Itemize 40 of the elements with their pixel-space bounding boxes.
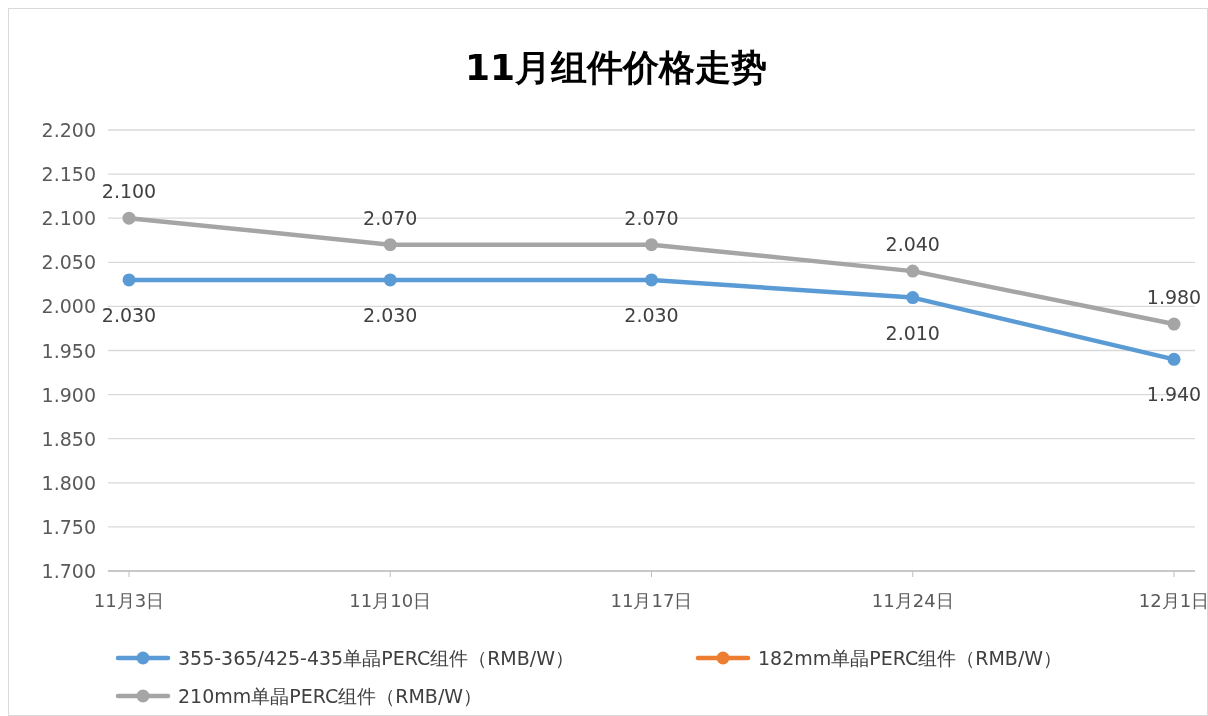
legend-label: 355-365/425-435单晶PERC组件（RMB/W） bbox=[178, 647, 574, 669]
x-tick-label: 12月1日 bbox=[1138, 590, 1208, 611]
point bbox=[383, 273, 397, 287]
point bbox=[906, 264, 920, 278]
legend-label: 182mm单晶PERC组件（RMB/W） bbox=[758, 647, 1063, 669]
data-label: 2.070 bbox=[363, 206, 418, 229]
y-tick-label: 1.750 bbox=[41, 515, 96, 538]
data-label: 2.040 bbox=[885, 233, 940, 256]
y-tick-label: 1.950 bbox=[41, 339, 96, 362]
point bbox=[906, 291, 920, 305]
data-label: 1.980 bbox=[1146, 286, 1202, 309]
y-tick-label: 2.200 bbox=[41, 119, 96, 141]
y-tick-label: 2.000 bbox=[41, 295, 96, 318]
point bbox=[645, 238, 658, 252]
x-tick-label: 11月3日 bbox=[93, 590, 165, 611]
point bbox=[122, 211, 136, 225]
y-tick-label: 1.900 bbox=[41, 383, 96, 406]
point bbox=[645, 273, 658, 287]
y-tick-label: 1.850 bbox=[41, 427, 96, 450]
y-tick-label: 2.050 bbox=[41, 251, 96, 274]
data-label: 2.070 bbox=[624, 206, 679, 229]
y-tick-label: 1.800 bbox=[41, 471, 96, 494]
x-tick-label: 11月24日 bbox=[871, 590, 954, 611]
point bbox=[122, 273, 136, 287]
data-label: 2.030 bbox=[101, 303, 157, 326]
data-label: 1.940 bbox=[1146, 383, 1202, 406]
data-label: 2.010 bbox=[885, 321, 940, 344]
point bbox=[383, 238, 397, 252]
x-tick-label: 11月17日 bbox=[610, 590, 693, 611]
y-tick-label: 1.700 bbox=[41, 560, 96, 582]
data-label: 2.030 bbox=[624, 303, 679, 326]
data-label: 2.030 bbox=[363, 303, 418, 326]
y-tick-label: 2.100 bbox=[41, 207, 96, 230]
chart-title: 11月组件价格走势 bbox=[464, 47, 768, 88]
y-tick-label: 2.150 bbox=[41, 163, 96, 186]
data-label: 2.100 bbox=[101, 180, 157, 203]
point bbox=[1167, 317, 1181, 331]
legend-label: 210mm单晶PERC组件（RMB/W） bbox=[178, 685, 483, 707]
point bbox=[1167, 352, 1181, 366]
x-tick-label: 11月10日 bbox=[349, 590, 432, 611]
